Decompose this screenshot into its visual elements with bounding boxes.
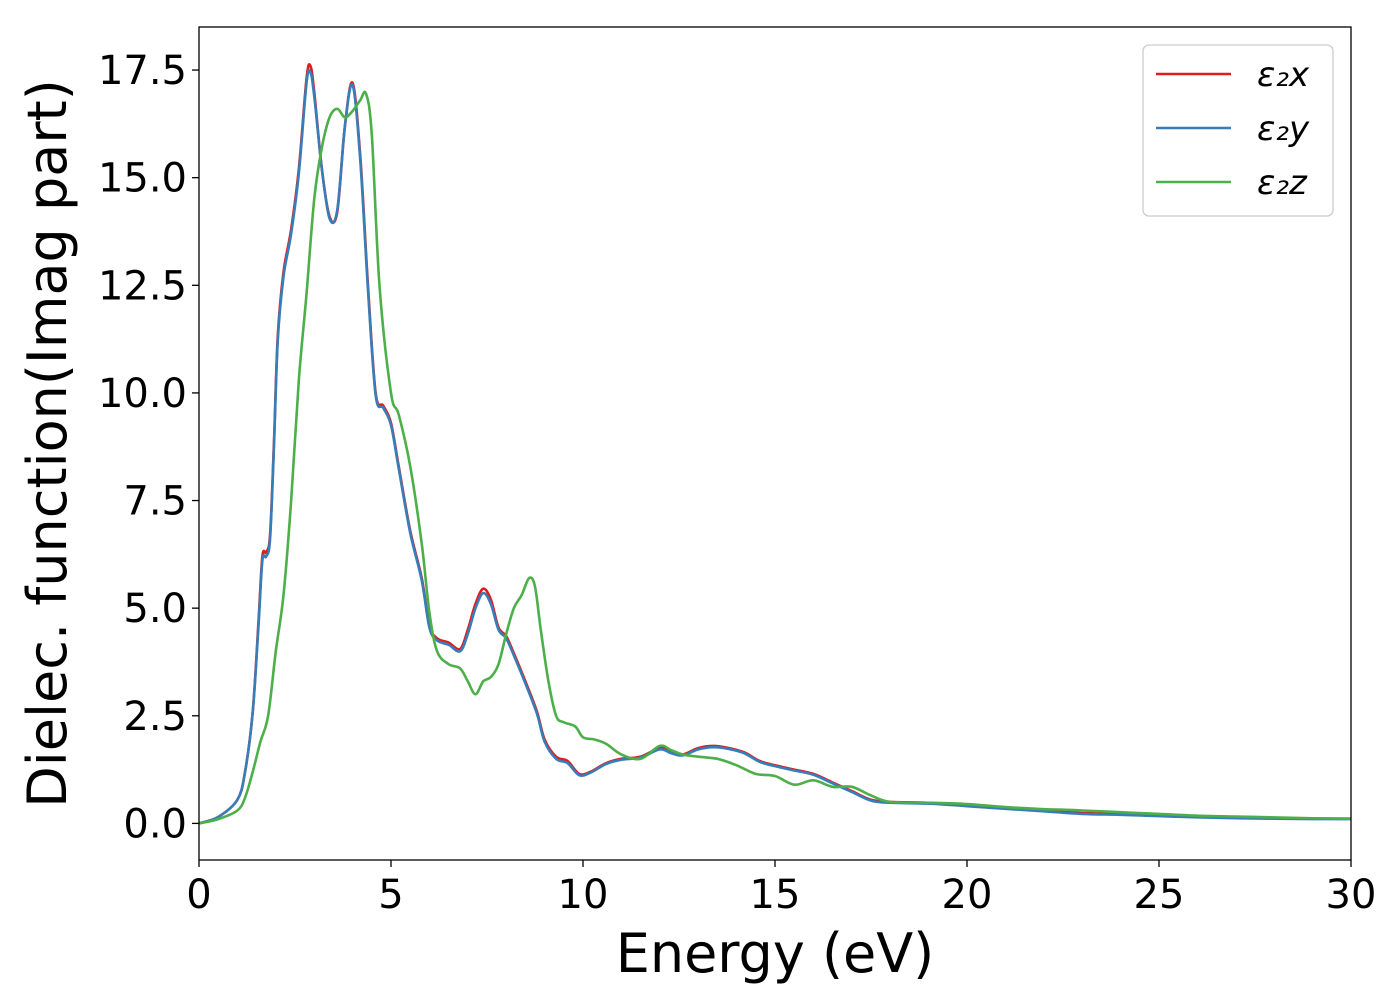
legend-label: ε₂y [1257, 109, 1310, 149]
y-axis-label: Dielec. function(Imag part) [16, 79, 79, 808]
x-tick-label: 5 [378, 872, 403, 918]
series-line-2 [198, 68, 1352, 825]
legend-box [1142, 44, 1334, 217]
y-axis: 0.0 2.5 5.0 7.5 10.0 12.5 15.0 17.5 [98, 48, 199, 847]
legend-label: ε₂x [1257, 55, 1310, 95]
y-tick-label: 2.5 [123, 694, 187, 740]
x-tick-label: 20 [942, 872, 993, 918]
y-tick-label: 7.5 [123, 479, 187, 525]
series-layer [198, 63, 1352, 825]
legend: ε₂x ε₂y ε₂z [1142, 44, 1334, 217]
x-tick-label: 0 [186, 872, 211, 918]
y-tick-label: 5.0 [123, 586, 187, 632]
x-tick-label: 30 [1326, 872, 1377, 918]
y-tick-label: 0.0 [123, 801, 187, 847]
x-tick-label: 10 [558, 872, 609, 918]
y-tick-label: 12.5 [98, 263, 187, 309]
y-tick-label: 10.0 [98, 371, 187, 417]
x-tick-label: 25 [1134, 872, 1185, 918]
x-axis: 0 5 10 15 20 25 30 [186, 860, 1376, 918]
y-tick-label: 15.0 [98, 156, 187, 202]
legend-label: ε₂z [1257, 163, 1308, 203]
series-line-3 [198, 90, 1352, 825]
x-axis-label: Energy (eV) [616, 922, 935, 985]
y-tick-label: 17.5 [98, 48, 187, 94]
x-tick-label: 15 [750, 872, 801, 918]
